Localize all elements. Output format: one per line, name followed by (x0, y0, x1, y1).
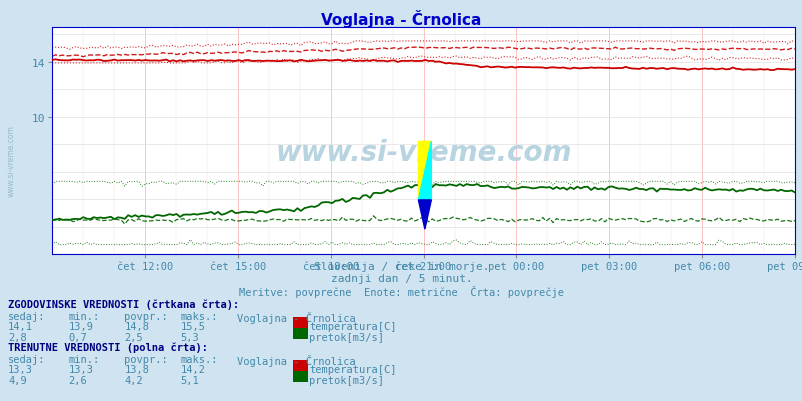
Text: Voglajna - Črnolica: Voglajna - Črnolica (321, 10, 481, 28)
Text: TRENUTNE VREDNOSTI (polna črta):: TRENUTNE VREDNOSTI (polna črta): (8, 342, 208, 352)
Text: povpr.:: povpr.: (124, 354, 168, 364)
Polygon shape (418, 142, 431, 200)
Text: min.:: min.: (68, 311, 99, 321)
Text: Voglajna - Črnolica: Voglajna - Črnolica (237, 311, 355, 323)
Text: 14,2: 14,2 (180, 365, 205, 375)
Text: 14,8: 14,8 (124, 322, 149, 332)
Text: www.si-vreme.com: www.si-vreme.com (275, 139, 571, 167)
Text: 4,2: 4,2 (124, 375, 143, 385)
Text: 4,9: 4,9 (8, 375, 26, 385)
Text: Slovenija / reke in morje.: Slovenija / reke in morje. (314, 261, 488, 271)
Polygon shape (418, 142, 431, 200)
Text: ZGODOVINSKE VREDNOSTI (črtkana črta):: ZGODOVINSKE VREDNOSTI (črtkana črta): (8, 299, 239, 309)
Text: min.:: min.: (68, 354, 99, 364)
Text: 2,6: 2,6 (68, 375, 87, 385)
Text: 14,1: 14,1 (8, 322, 33, 332)
Text: temperatura[C]: temperatura[C] (309, 365, 396, 375)
Text: 5,3: 5,3 (180, 332, 199, 342)
Text: Meritve: povprečne  Enote: metrične  Črta: povprečje: Meritve: povprečne Enote: metrične Črta:… (239, 286, 563, 298)
Text: sedaj:: sedaj: (8, 354, 46, 364)
Text: sedaj:: sedaj: (8, 311, 46, 321)
Text: 5,1: 5,1 (180, 375, 199, 385)
Text: 0,7: 0,7 (68, 332, 87, 342)
Text: temperatura[C]: temperatura[C] (309, 322, 396, 332)
Text: 13,8: 13,8 (124, 365, 149, 375)
Text: 13,3: 13,3 (68, 365, 93, 375)
Text: 2,8: 2,8 (8, 332, 26, 342)
Text: maks.:: maks.: (180, 311, 218, 321)
Text: 2,5: 2,5 (124, 332, 143, 342)
Text: Voglajna - Črnolica: Voglajna - Črnolica (237, 354, 355, 366)
Text: zadnji dan / 5 minut.: zadnji dan / 5 minut. (330, 273, 472, 284)
Text: maks.:: maks.: (180, 354, 218, 364)
Text: 13,9: 13,9 (68, 322, 93, 332)
Text: 13,3: 13,3 (8, 365, 33, 375)
Text: povpr.:: povpr.: (124, 311, 168, 321)
Polygon shape (418, 200, 431, 230)
Text: pretok[m3/s]: pretok[m3/s] (309, 332, 383, 342)
Text: 15,5: 15,5 (180, 322, 205, 332)
Text: pretok[m3/s]: pretok[m3/s] (309, 375, 383, 385)
Text: www.si-vreme.com: www.si-vreme.com (6, 125, 15, 196)
